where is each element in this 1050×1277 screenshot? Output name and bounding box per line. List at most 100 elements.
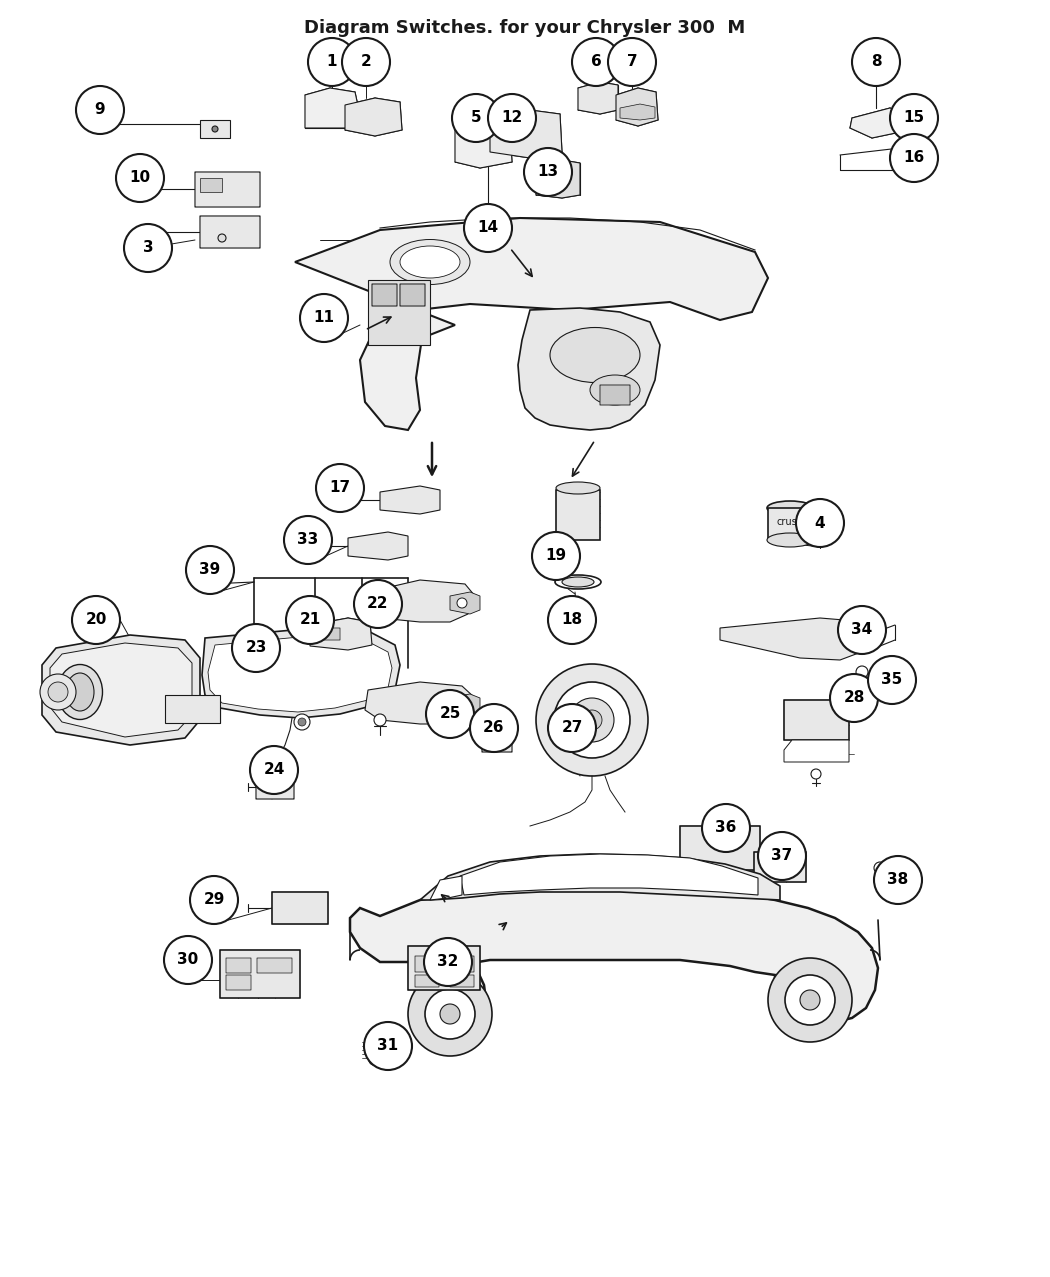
Polygon shape [202, 628, 400, 718]
Circle shape [524, 148, 572, 195]
FancyBboxPatch shape [200, 216, 260, 248]
Circle shape [426, 690, 474, 738]
Polygon shape [295, 218, 768, 430]
Ellipse shape [590, 375, 640, 405]
Ellipse shape [390, 240, 470, 285]
Circle shape [800, 990, 820, 1010]
Polygon shape [430, 876, 462, 900]
Text: 39: 39 [200, 562, 220, 577]
Circle shape [536, 664, 648, 776]
Polygon shape [345, 98, 402, 135]
Text: 37: 37 [772, 848, 793, 863]
Ellipse shape [766, 501, 813, 515]
Circle shape [785, 976, 835, 1025]
Ellipse shape [562, 577, 594, 587]
Text: 2: 2 [360, 55, 372, 69]
Circle shape [250, 746, 298, 794]
Text: 21: 21 [299, 613, 320, 627]
Text: 8: 8 [870, 55, 881, 69]
Text: 3: 3 [143, 240, 153, 255]
Circle shape [548, 704, 596, 752]
Circle shape [190, 876, 238, 925]
Ellipse shape [550, 327, 640, 383]
Text: 38: 38 [887, 872, 908, 888]
Polygon shape [850, 109, 916, 138]
Polygon shape [420, 854, 780, 900]
Polygon shape [616, 88, 658, 126]
Circle shape [124, 223, 172, 272]
Bar [368, 280, 430, 345]
Polygon shape [490, 110, 562, 158]
Polygon shape [365, 580, 475, 622]
Polygon shape [350, 884, 878, 1028]
Circle shape [72, 596, 120, 644]
Text: 27: 27 [562, 720, 583, 736]
Text: 36: 36 [715, 821, 737, 835]
Text: 33: 33 [297, 533, 318, 548]
FancyBboxPatch shape [257, 958, 292, 973]
FancyBboxPatch shape [600, 384, 630, 405]
Circle shape [164, 936, 212, 985]
Text: 31: 31 [377, 1038, 399, 1054]
Circle shape [186, 547, 234, 594]
Bar [200, 178, 222, 192]
Text: 7: 7 [627, 55, 637, 69]
Circle shape [811, 769, 821, 779]
Bar [556, 490, 600, 540]
Ellipse shape [766, 533, 813, 547]
Circle shape [852, 38, 900, 86]
FancyBboxPatch shape [220, 950, 300, 999]
Polygon shape [42, 635, 200, 744]
Polygon shape [518, 308, 660, 430]
Text: 10: 10 [129, 171, 150, 185]
Text: 15: 15 [903, 111, 925, 125]
Circle shape [48, 682, 68, 702]
Circle shape [425, 988, 475, 1039]
FancyBboxPatch shape [318, 628, 340, 640]
Circle shape [608, 38, 656, 86]
Circle shape [369, 1055, 379, 1065]
Circle shape [294, 714, 310, 730]
Polygon shape [304, 88, 360, 128]
Text: 24: 24 [264, 762, 285, 778]
Polygon shape [348, 533, 408, 561]
Circle shape [545, 160, 551, 165]
Text: 29: 29 [204, 893, 225, 908]
Circle shape [374, 714, 386, 727]
Circle shape [758, 833, 806, 880]
Circle shape [316, 464, 364, 512]
Circle shape [424, 939, 472, 986]
Text: 5: 5 [470, 111, 481, 125]
Circle shape [232, 624, 280, 672]
Circle shape [212, 126, 218, 132]
Text: 32: 32 [437, 954, 459, 969]
FancyBboxPatch shape [256, 775, 294, 799]
Circle shape [548, 596, 596, 644]
Text: 23: 23 [246, 641, 267, 655]
Polygon shape [365, 682, 475, 724]
Ellipse shape [66, 673, 94, 711]
Text: 28: 28 [843, 691, 865, 705]
Circle shape [364, 1022, 412, 1070]
Circle shape [286, 596, 334, 644]
Circle shape [572, 38, 619, 86]
Text: 9: 9 [94, 102, 105, 117]
Circle shape [457, 700, 467, 710]
Ellipse shape [556, 481, 600, 494]
Text: 17: 17 [330, 480, 351, 495]
Circle shape [457, 598, 467, 608]
FancyBboxPatch shape [415, 976, 439, 987]
Polygon shape [208, 636, 392, 713]
Circle shape [874, 862, 886, 873]
Circle shape [890, 94, 938, 142]
Bar [200, 120, 230, 138]
Text: 14: 14 [478, 221, 499, 235]
Circle shape [408, 972, 492, 1056]
Text: 11: 11 [314, 310, 335, 326]
Text: 12: 12 [502, 111, 523, 125]
Circle shape [464, 204, 512, 252]
Ellipse shape [58, 664, 103, 719]
Circle shape [554, 682, 630, 759]
FancyBboxPatch shape [784, 700, 849, 739]
FancyBboxPatch shape [450, 956, 474, 972]
